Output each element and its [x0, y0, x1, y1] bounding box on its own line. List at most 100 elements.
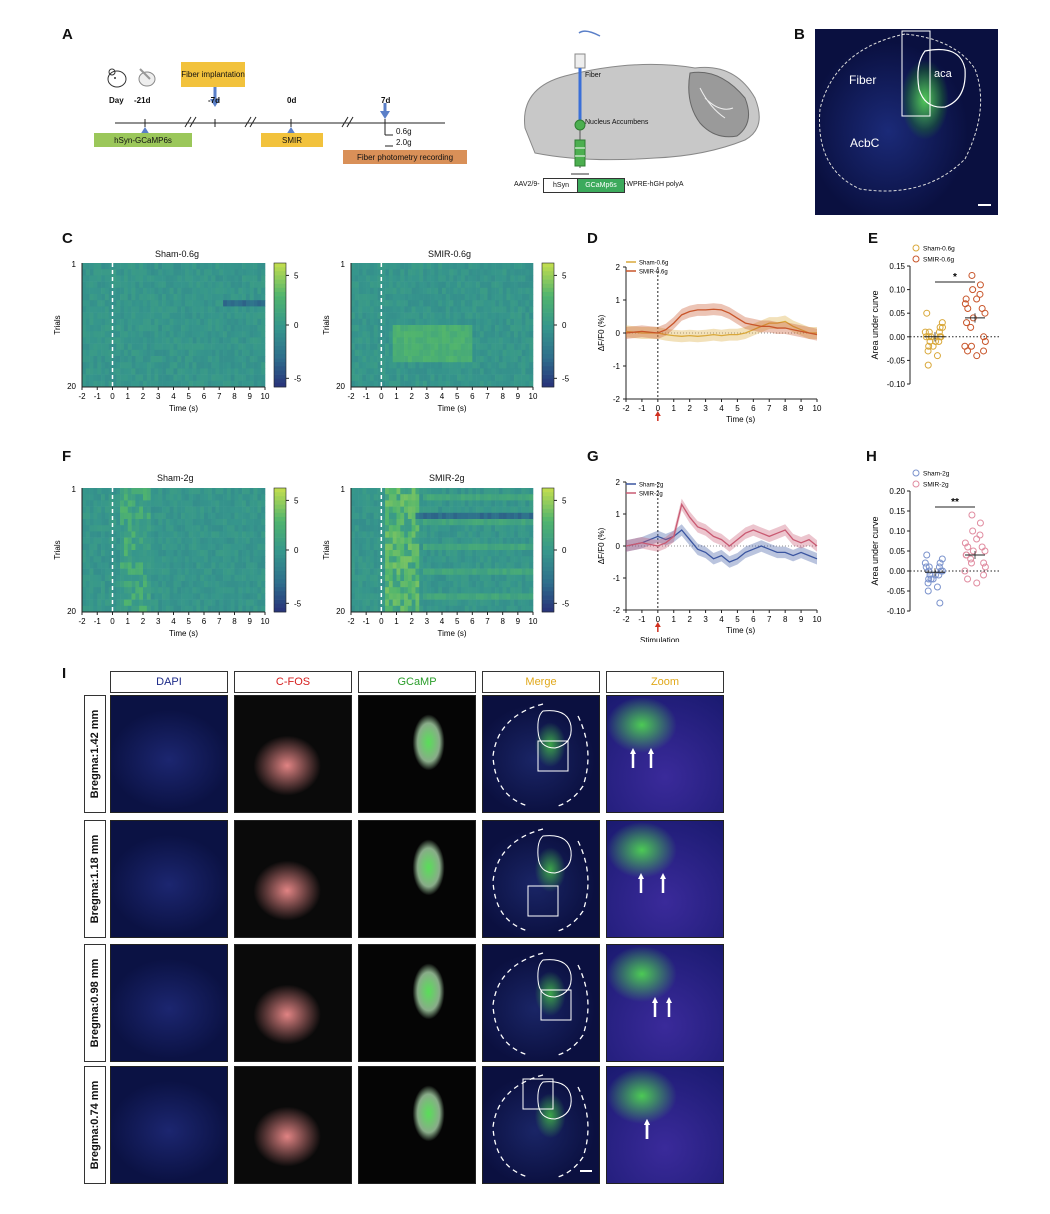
heatmap-cell [169, 349, 174, 357]
colorbar-segment [274, 591, 286, 596]
heatmap-cell [135, 300, 140, 307]
heatmap-cell [453, 287, 458, 295]
heatmap-cell [514, 587, 519, 594]
heatmap-cell [104, 519, 109, 526]
heatmap-cell [226, 349, 231, 357]
panel-label-b: B [794, 26, 805, 43]
heatmap-cell [188, 294, 193, 301]
heatmap-cell [366, 525, 371, 532]
heatmap-cell [442, 500, 447, 507]
heatmap-cell [234, 374, 239, 382]
heatmap-cell [491, 269, 496, 276]
heatmap-cell [101, 593, 106, 600]
heatmap-cell [529, 263, 534, 270]
heatmap-cell [419, 306, 424, 313]
heatmap-cell [230, 287, 235, 295]
heatmap-cell [150, 525, 155, 532]
panel-b-fiber-label: Fiber [849, 73, 877, 87]
heatmap-cell [502, 525, 507, 532]
heatmap-cell [430, 550, 435, 557]
heatmap-cell [396, 531, 401, 538]
heatmap-cell [498, 519, 503, 526]
heatmap-cell [377, 494, 382, 501]
heatmap-cell [143, 312, 148, 320]
heatmap-cell [362, 488, 367, 495]
heatmap-cell [204, 318, 209, 326]
heatmap-cell [419, 337, 424, 344]
heatmap-cell [211, 287, 216, 295]
heatmap-cell [479, 562, 485, 569]
colorbar-segment [542, 279, 554, 284]
heatmap-cell [108, 550, 113, 557]
heatmap-cell [204, 587, 209, 594]
heatmap-cell [120, 531, 125, 538]
heatmap-cell [219, 494, 224, 501]
heatmap-cell [476, 331, 481, 338]
heatmap-cell [97, 300, 102, 307]
heatmap-cell [388, 512, 394, 520]
heatmap-cell [181, 269, 186, 276]
heatmap-cell [207, 593, 212, 600]
heatmap-cell [419, 325, 424, 332]
x-tick-label: 10 [261, 617, 270, 626]
heatmap-cell [366, 325, 371, 332]
heatmap-cell [82, 275, 87, 282]
heatmap-cell [219, 356, 224, 363]
heatmap-cell [442, 543, 447, 551]
heatmap-cell [449, 269, 454, 276]
heatmap-cell [226, 312, 231, 320]
heatmap-cell [354, 525, 359, 532]
heatmap-cell [479, 500, 485, 507]
heatmap-cell [487, 275, 492, 282]
colorbar-segment [274, 291, 286, 297]
heatmap-cell [238, 281, 243, 289]
heatmap-cell [85, 574, 90, 582]
heatmap-cell [173, 562, 178, 569]
heatmap-cell [506, 581, 511, 588]
heatmap-cell [521, 312, 526, 320]
heatmap-cell [453, 294, 458, 301]
heatmap-cell [411, 574, 416, 582]
heatmap-cell [120, 494, 125, 501]
heatmap-cell [158, 306, 163, 313]
heatmap-cell [150, 556, 155, 563]
heatmap-cell [495, 287, 500, 295]
heatmap-cell [230, 568, 235, 576]
heatmap-cell [369, 294, 375, 301]
heatmap-cell [146, 599, 151, 607]
heatmap-cell [468, 312, 473, 320]
heatmap-cell [529, 356, 534, 363]
x-tick-label: 4 [171, 392, 176, 401]
heatmap-cell [510, 605, 515, 613]
heatmap-cell [120, 568, 125, 576]
heatmap-cell [196, 494, 201, 501]
heatmap-cell [487, 281, 492, 289]
heatmap-cell [358, 269, 363, 276]
heatmap-cell [82, 593, 87, 600]
heatmap-cell [97, 568, 102, 576]
heatmap-cell [517, 318, 522, 326]
heatmap-cell [245, 543, 251, 551]
white-arrow-head [630, 748, 636, 754]
heatmap-cell [514, 562, 519, 569]
heatmap-cell [226, 525, 231, 532]
heatmap-cell [411, 325, 416, 332]
heatmap-cell [135, 605, 140, 613]
heatmap-cell [426, 531, 431, 538]
heatmap-cell [116, 356, 121, 363]
heatmap-cell [184, 562, 190, 569]
heatmap-cell [506, 531, 511, 538]
heatmap-cell [192, 294, 197, 301]
heatmap-cell [388, 281, 394, 289]
heatmap-cell [415, 500, 420, 507]
heatmap-cell [502, 337, 507, 344]
heatmap-cell [510, 599, 515, 607]
heatmap-cell [460, 306, 466, 313]
heatmap-cell [525, 506, 530, 514]
heatmap-cell [108, 500, 113, 507]
heatmap-cell [404, 312, 409, 320]
heatmap-cell [457, 525, 462, 532]
heatmap-cell [207, 325, 212, 332]
heatmap-cell [181, 537, 186, 545]
heatmap-cell [453, 525, 458, 532]
